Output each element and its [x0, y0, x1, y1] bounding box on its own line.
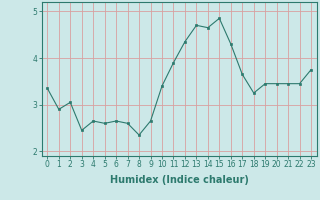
X-axis label: Humidex (Indice chaleur): Humidex (Indice chaleur)	[110, 175, 249, 185]
